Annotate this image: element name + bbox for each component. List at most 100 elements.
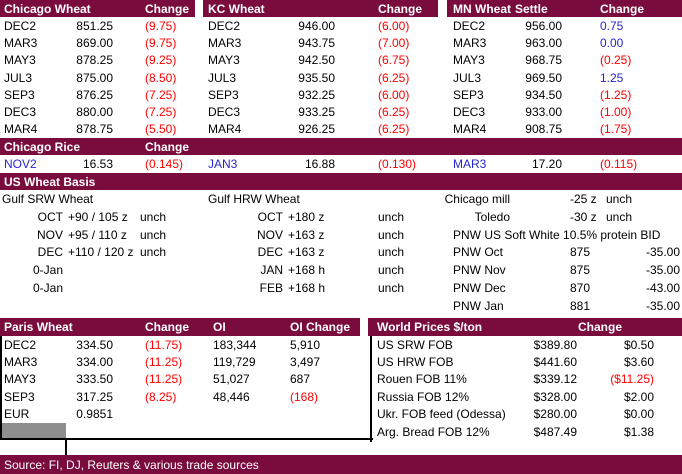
basis-status: unch [378,227,405,242]
basis-subtitle: Gulf HRW Wheat [208,191,300,206]
pnw-title-row: PNW US Soft White 10.5% protein BID [438,226,682,244]
price-cell: 334.50 [76,337,113,352]
price-cell: 946.00 [298,18,335,33]
basis-month: NOV [36,227,63,242]
basis-status: unch [378,209,405,224]
basis-month: OCT [257,209,283,224]
change-cell: (8.50) [145,70,177,85]
table-row: DEC2 334.50 (11.75) 183,344 5,910 [0,336,373,353]
table-row: SEP3 876.25 (7.25) [0,86,195,103]
table-row: DEC2 851.25 (9.75) [0,17,195,34]
price-cell: 969.50 [525,70,562,85]
month-cell: DEC2 [4,18,37,33]
change-cell: (0.130) [378,157,417,171]
price-cell: 968.75 [525,53,562,68]
basis-value: +90 / 105 z [68,209,128,224]
table-row: DEC3 933.25 (6.25) [203,103,438,120]
paris-wheat-table: DEC2 334.50 (11.75) 183,344 5,910 MAR3 334.00… [0,336,373,423]
basis-status: unch [606,191,633,206]
change-cell: (6.25) [378,70,410,85]
change-cell: $0.50 [623,337,654,352]
month-cell: DEC3 [208,105,241,120]
settle-header: Settle [515,1,548,16]
basis-status: unch [378,263,405,278]
basis-status: unch [140,209,167,224]
basis-row: DEC +163 z unch [203,244,438,262]
table-row: MAR4 908.75 (1.75) [447,121,682,138]
price-cell: $441.60 [533,355,577,370]
price-cell: 17.20 [531,157,562,171]
table-row: US HRW FOB $441.60 $3.60 [368,353,682,370]
table-row: US SRW FOB $389.80 $0.50 [368,336,682,353]
basis-row: Chicago mill -25 z unch [438,190,682,208]
basis-row: NOV +163 z unch [203,226,438,244]
table-row: MAY3 968.75 (0.25) [447,52,682,69]
price-cell: 963.00 [525,35,562,50]
price-cell: $487.49 [533,424,577,439]
world-table-left-border [370,336,372,442]
label-cell: US SRW FOB [377,337,453,352]
table-row: Arg. Bread FOB 12% $487.49 $1.38 [368,423,682,440]
change-header: Change [145,320,190,334]
label-cell: Ukr. FOB feed (Odessa) [377,407,506,422]
table-row: Rouen FOB 11% $339.12 ($11.25) [368,371,682,388]
price-cell: 933.25 [298,105,335,120]
table-row: Russia FOB 12% $328.00 $2.00 [368,388,682,405]
pnw-label: PNW Dec [453,281,506,296]
change-cell: (8.25) [145,389,177,404]
price-cell: 943.75 [298,35,335,50]
price-cell: 334.00 [76,355,113,370]
change-cell: (11.75) [145,337,183,352]
table-title: World Prices $/ton [377,320,483,334]
oi-cell: 48,446 [213,389,250,404]
price-cell: 851.25 [76,18,113,33]
price-cell: 880.00 [76,105,113,120]
price-cell: $389.80 [533,337,577,352]
pnw-bid: 875 [570,263,591,278]
month-cell: SEP3 [453,87,484,102]
pnw-row: PNW Oct 875 -35.00 [438,244,682,262]
pnw-row: PNW Jan 881 -35.00 [438,297,682,315]
basis-month: NOV [256,227,283,242]
price-cell: 869.00 [76,35,113,50]
world-prices-header: World Prices $/ton Change [368,318,682,336]
gulf-srw-column: Gulf SRW Wheat OCT +90 / 105 z unch NOV +95… [0,190,195,297]
label-cell: Russia FOB 12% [377,389,470,404]
basis-row: OCT +180 z unch [203,208,438,226]
chicago-wheat-table: Chicago Wheat Change DEC2 851.25 (9.75) MAR… [0,0,195,138]
change-cell: (6.00) [378,87,410,102]
month-cell: MAR4 [453,122,487,137]
basis-status: unch [378,245,405,260]
month-cell: DEC2 [453,18,486,33]
basis-subtitle-row: Gulf SRW Wheat [0,190,195,208]
price-cell: 878.25 [76,53,113,68]
paris-table-bottom-border [0,438,373,440]
price-cell: 933.00 [525,105,562,120]
basis-month: JAN [260,263,283,278]
oi-cell: 51,027 [213,372,250,387]
change-cell: (11.25) [145,372,183,387]
price-cell: $339.12 [533,372,577,387]
month-cell: MAY3 [453,53,485,68]
basis-row: OCT +90 / 105 z unch [0,208,195,226]
oi-change-cell: 687 [290,372,311,387]
change-cell: (9.75) [145,35,177,50]
basis-row: JAN +168 h unch [203,261,438,279]
change-cell: (1.00) [600,105,632,120]
pnw-label: PNW Nov [453,263,506,278]
world-prices-table: US SRW FOB $389.80 $0.50 US HRW FOB $441.60… [368,336,682,440]
table-row: JUL3 935.50 (6.25) [203,69,438,86]
change-cell: (6.00) [378,18,410,33]
table-row: DEC3 933.00 (1.00) [447,103,682,120]
basis-value: +163 z [288,245,325,260]
price-cell: 878.75 [76,122,113,137]
oi-header: OI [213,320,226,334]
rice-contract: JAN3 16.88 (0.130) [203,155,438,173]
eur-value: 0.9851 [76,407,113,422]
change-cell: (7.25) [145,87,177,102]
price-cell: 317.25 [76,389,113,404]
table-row: MAY3 878.25 (9.25) [0,52,195,69]
label-cell: Rouen FOB 11% [377,372,467,387]
gulf-hrw-column: Gulf HRW Wheat OCT +180 z unch NOV +163 z un… [203,190,438,297]
